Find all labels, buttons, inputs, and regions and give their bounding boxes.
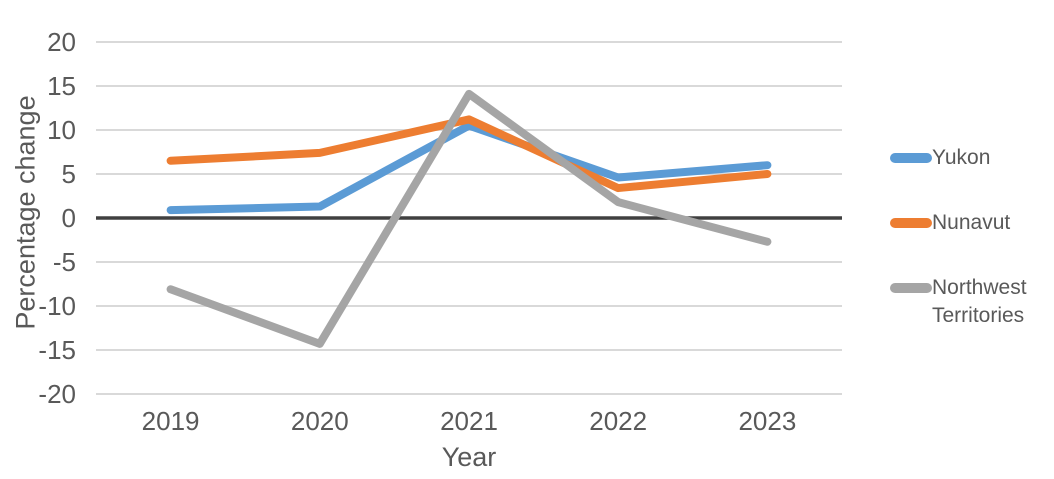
x-tick-label: 2023 bbox=[738, 406, 797, 436]
x-tick-label: 2021 bbox=[440, 406, 498, 436]
y-tick-label: 20 bbox=[47, 27, 76, 57]
y-tick-label: 5 bbox=[61, 159, 76, 189]
y-tick-label: 0 bbox=[61, 203, 76, 233]
y-tick-label: 15 bbox=[47, 71, 76, 101]
y-tick-label: -5 bbox=[52, 247, 76, 277]
series-line-yukon bbox=[166, 121, 772, 215]
y-axis-title: Percentage change bbox=[10, 95, 41, 330]
y-tick-label: 10 bbox=[47, 115, 76, 145]
y-tick-label: -10 bbox=[38, 291, 76, 321]
y-tick-label: -20 bbox=[38, 379, 76, 409]
x-axis-title: Year bbox=[441, 442, 497, 472]
series-line-nunavut bbox=[166, 115, 772, 193]
x-tick-label: 2019 bbox=[141, 406, 200, 436]
series-line-northwest-territories bbox=[166, 89, 772, 348]
x-tick-label: 2022 bbox=[589, 406, 648, 436]
x-tick-label: 2020 bbox=[290, 406, 349, 436]
y-tick-label: -15 bbox=[38, 335, 76, 365]
